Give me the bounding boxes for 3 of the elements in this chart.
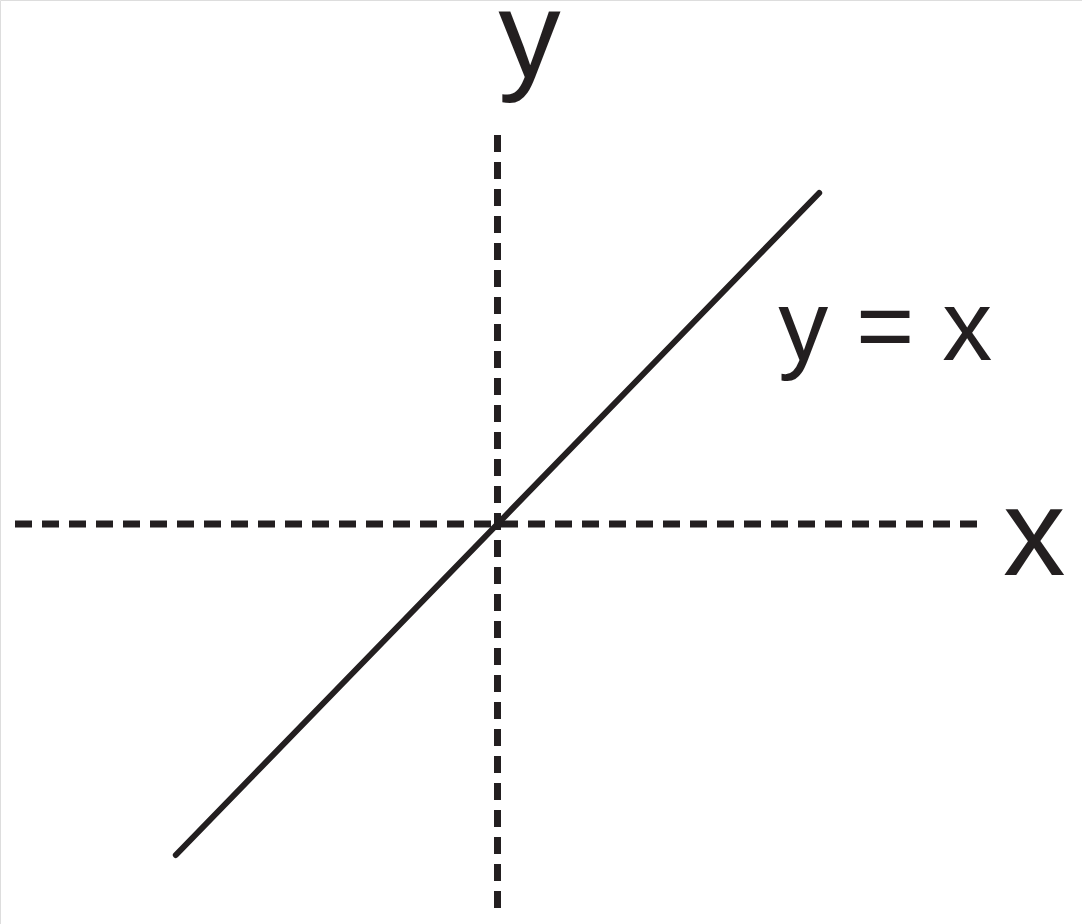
series-label: y = x (778, 268, 993, 381)
y-axis-title: y (498, 0, 562, 103)
x-axis-title: x (1003, 461, 1066, 601)
